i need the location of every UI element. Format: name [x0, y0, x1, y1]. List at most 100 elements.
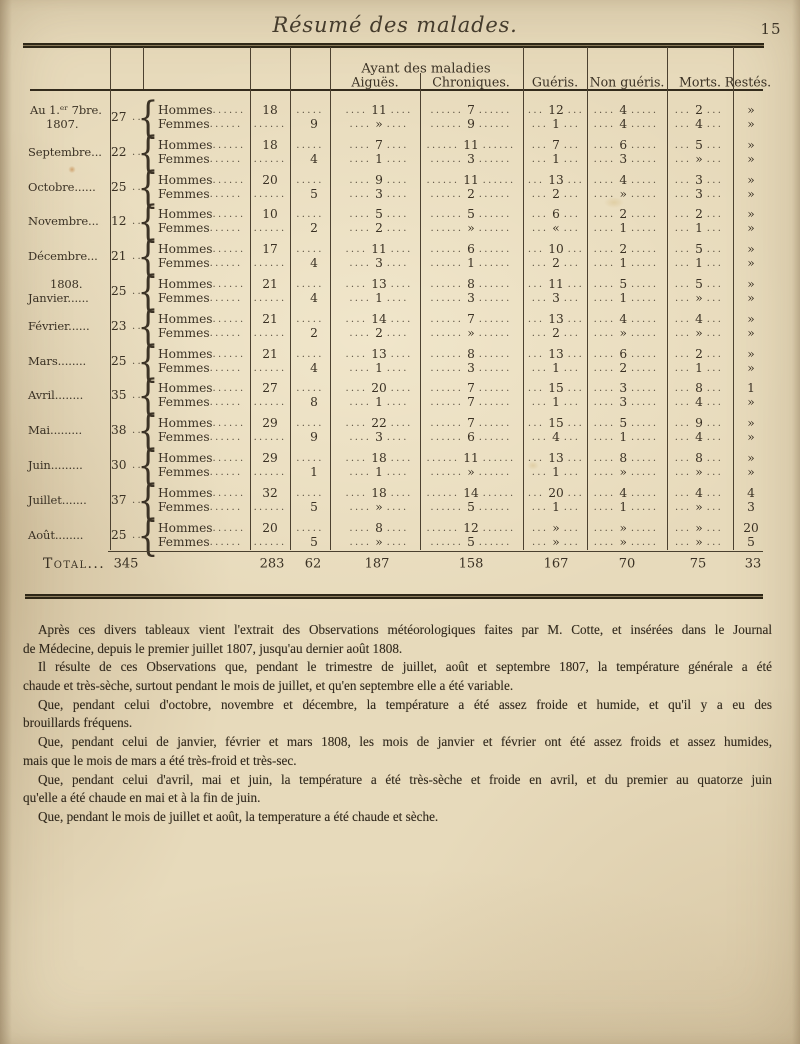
- month-name: Février......: [28, 318, 90, 333]
- femmes-row-label: Femmes......: [158, 151, 243, 166]
- hommes-row-label: Hommes......: [158, 311, 246, 326]
- month-name: Août........: [28, 527, 84, 542]
- column-header-chroniques: Chroniques.: [432, 74, 510, 90]
- month-name: Décembre...: [28, 249, 98, 264]
- month-name: 1808.: [50, 277, 83, 291]
- paper-stain: [604, 197, 624, 208]
- month-brace: {: [137, 91, 159, 143]
- cell-femmes-count-empty: .....: [296, 139, 324, 151]
- page-title: Résumé des malades.: [272, 13, 518, 37]
- cell-hommes-count: 18: [262, 103, 278, 117]
- cell-femmes-count-empty: .....: [296, 522, 324, 534]
- hommes-row-label: Hommes......: [158, 416, 246, 431]
- cell-hommes-morts: ... 5 ...: [674, 242, 724, 257]
- femmes-row-label: Femmes......: [158, 186, 243, 201]
- cell-femmes-non_gueris: .... 1 .....: [593, 430, 659, 445]
- month-name: Novembre...: [28, 214, 99, 229]
- cell-hommes-gueris: ... 10 ...: [527, 242, 585, 257]
- cell-femmes-chroniques: ...... » ......: [430, 221, 512, 236]
- month-brace: {: [137, 300, 159, 352]
- cell-femmes-restes: »: [747, 221, 755, 236]
- cell-hommes-morts: ... 2 ...: [674, 346, 724, 361]
- cell-hommes-restes: 1: [747, 381, 755, 396]
- cell-femmes-morts: ... » ...: [674, 291, 724, 305]
- femmes-row-label: Femmes......: [158, 360, 243, 375]
- total-label: Total...: [43, 556, 106, 572]
- hommes-row-label: Hommes......: [158, 137, 246, 152]
- cell-femmes-restes: »: [747, 430, 755, 445]
- cell-hommes-count: 20: [262, 172, 278, 187]
- hommes-row-label: Hommes......: [158, 520, 246, 535]
- cell-hommes-count: 21: [262, 277, 278, 291]
- cell-femmes-aigues: .... » ....: [349, 117, 409, 131]
- cell-femmes-count-empty: .....: [296, 453, 324, 464]
- month-admitted-count: 25 ..: [111, 353, 143, 368]
- cell-hommes-aigues: .... 11 ....: [345, 242, 413, 257]
- cell-femmes-count-empty: .....: [296, 174, 324, 186]
- month-admitted-count: 22 ..: [111, 144, 143, 159]
- table-column-divider: [667, 47, 669, 550]
- cell-femmes-chroniques: ...... 9 ......: [430, 117, 512, 131]
- page-edge-shadow: [792, 0, 800, 1044]
- cell-hommes-non_gueris: .... 4 .....: [593, 172, 659, 187]
- month-brace: {: [137, 370, 159, 421]
- femmes-row-label: Femmes......: [158, 430, 243, 445]
- cell-hommes-count: 18: [262, 137, 278, 152]
- cell-hommes-count: 17: [262, 242, 278, 257]
- hommes-row-label: Hommes......: [158, 485, 246, 500]
- body-text: Après ces divers tableaux vient l'extrai…: [23, 621, 772, 827]
- cell-hommes-aigues: .... 9 ....: [349, 172, 409, 187]
- paragraph-line: Que, pendant le mois de juillet et août,…: [38, 808, 439, 824]
- cell-femmes-aigues: .... 1 ....: [349, 151, 409, 166]
- cell-femmes-morts: ... 4 ...: [674, 430, 724, 445]
- table-column-divider: [110, 47, 112, 550]
- cell-femmes-restes: »: [747, 256, 755, 271]
- cell-femmes-morts: ... » ...: [674, 534, 724, 549]
- month-admitted-count: 38 ..: [111, 423, 143, 438]
- cell-femmes-chroniques: ...... 1 ......: [430, 256, 512, 271]
- cell-hommes-gueris: ... » ...: [531, 520, 581, 535]
- cell-femmes-restes: »: [747, 325, 755, 340]
- cell-femmes-count: 1: [310, 465, 318, 479]
- cell-femmes-count: 2: [310, 325, 318, 340]
- page-number: 15: [760, 20, 782, 38]
- paper-stain: [527, 461, 539, 470]
- cell-femmes-chroniques: ...... 7 ......: [430, 395, 512, 410]
- month-brace: {: [137, 126, 159, 178]
- femmes-row-label: Femmes......: [158, 117, 243, 131]
- table-column-divider: [523, 47, 525, 550]
- cell-hommes-gueris: ... 15 ...: [527, 381, 585, 396]
- cell-hommes-non_gueris: .... 4 .....: [593, 311, 659, 326]
- cell-femmes-non_gueris: .... 1 .....: [593, 499, 659, 514]
- month-name: Mai.........: [28, 423, 83, 438]
- cell-femmes-morts: ... 1 ...: [674, 221, 724, 236]
- cell-femmes-aigues: .... 1 ....: [349, 360, 409, 375]
- cell-femmes-aigues: .... 2 ....: [349, 325, 409, 340]
- cell-femmes-chroniques: ...... » ......: [430, 465, 512, 479]
- cell-hommes-non_gueris: .... 2 .....: [593, 242, 659, 257]
- cell-hommes-count-empty: ......: [253, 258, 287, 270]
- cell-femmes-gueris: ... 1 ...: [531, 117, 581, 131]
- paragraph-line: Il résulte de ces Observations que, pend…: [38, 659, 772, 675]
- cell-hommes-morts: ... 5 ...: [674, 277, 724, 291]
- cell-hommes-morts: ... 4 ...: [674, 485, 724, 500]
- month-brace: {: [137, 335, 159, 386]
- month-admitted-count: 25 ..: [111, 284, 143, 298]
- cell-femmes-restes: »: [747, 360, 755, 375]
- cell-hommes-count-empty: ......: [253, 119, 287, 130]
- cell-hommes-count-empty: ......: [253, 327, 287, 339]
- month-name: Mars........: [28, 353, 87, 368]
- cell-hommes-morts: ... 3 ...: [674, 172, 724, 187]
- cell-hommes-restes: »: [747, 311, 755, 326]
- femmes-row-label: Femmes......: [158, 395, 243, 410]
- cell-femmes-morts: ... » ...: [674, 499, 724, 514]
- cell-femmes-non_gueris: .... 4 .....: [593, 117, 659, 131]
- paragraph-line: chaude et très-sèche, surtout pendant le…: [23, 678, 514, 694]
- cell-hommes-non_gueris: .... 8 .....: [593, 451, 659, 465]
- paragraph-line: de Médecine, depuis le premier juillet 1…: [23, 640, 403, 656]
- cell-femmes-gueris: ... 3 ...: [531, 291, 581, 305]
- cell-femmes-non_gueris: .... » .....: [593, 186, 659, 201]
- cell-hommes-count-empty: ......: [253, 188, 287, 200]
- cell-femmes-chroniques: ...... 2 ......: [430, 186, 512, 201]
- cell-hommes-gueris: ... 13 ...: [527, 451, 585, 465]
